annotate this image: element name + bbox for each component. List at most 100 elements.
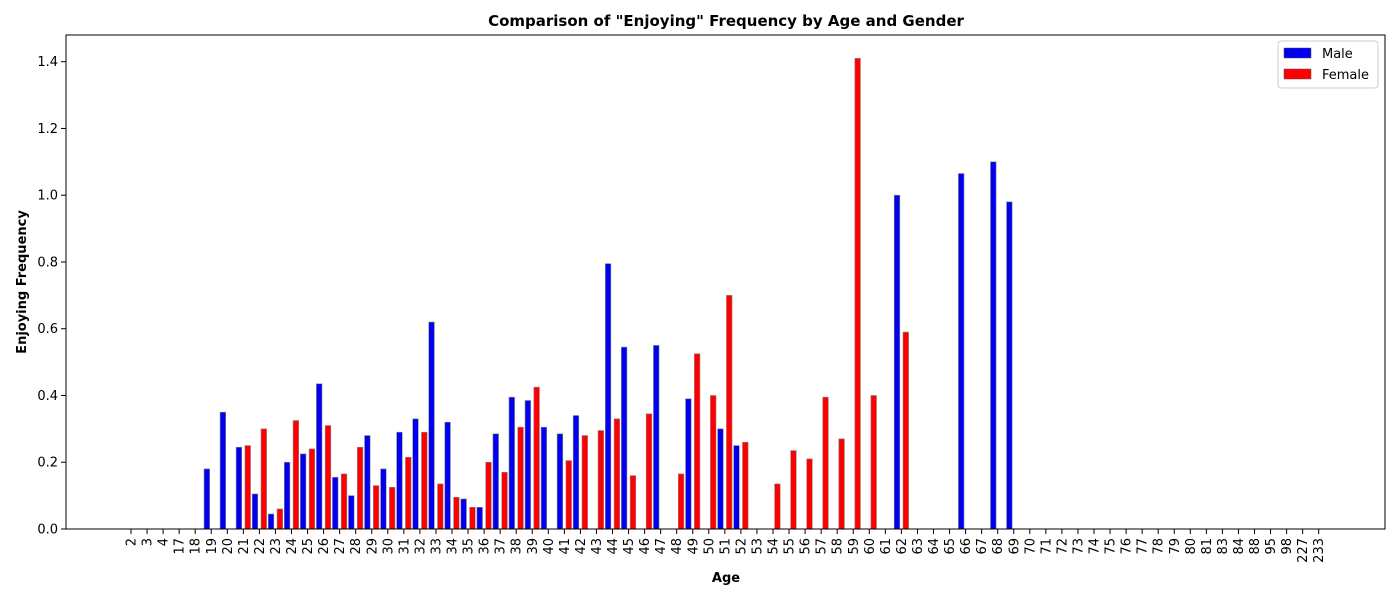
x-tick-label: 25 bbox=[301, 538, 316, 555]
x-tick-label: 62 bbox=[895, 538, 910, 555]
x-tick-label: 41 bbox=[558, 538, 573, 555]
male-bar-age-49 bbox=[685, 398, 692, 530]
male-bar-age-37 bbox=[492, 433, 499, 530]
male-bar-age-21 bbox=[235, 446, 243, 530]
x-tick-label: 22 bbox=[253, 538, 268, 555]
female-bar-age-22 bbox=[260, 428, 267, 530]
female-bar-age-31 bbox=[405, 456, 412, 530]
male-bar-age-23 bbox=[267, 513, 275, 530]
female-bar-age-43 bbox=[597, 430, 604, 530]
female-bar-age-36 bbox=[485, 461, 492, 530]
x-tick-label: 35 bbox=[462, 538, 477, 555]
male-bar-age-35 bbox=[460, 498, 467, 530]
female-bar-age-33 bbox=[437, 483, 444, 530]
y-tick-label: 0.6 bbox=[37, 322, 58, 337]
male-bar-age-27 bbox=[332, 476, 339, 530]
x-tick-label: 67 bbox=[975, 538, 990, 555]
female-bar-age-26 bbox=[324, 425, 332, 530]
male-bar-age-31 bbox=[396, 431, 403, 530]
x-tick-label: 60 bbox=[863, 538, 878, 555]
x-tick-label: 77 bbox=[1136, 538, 1151, 555]
x-tick-label: 73 bbox=[1071, 538, 1086, 555]
x-tick-label: 69 bbox=[1007, 538, 1022, 555]
x-tick-label: 34 bbox=[446, 538, 461, 555]
male-bar-age-22 bbox=[251, 493, 259, 530]
female-bar-age-25 bbox=[308, 448, 316, 530]
female-bar-age-50 bbox=[710, 395, 717, 530]
x-tick-label: 84 bbox=[1232, 538, 1247, 555]
x-tick-label: 78 bbox=[1152, 538, 1167, 555]
x-tick-label: 56 bbox=[799, 538, 814, 555]
y-axis: 0.0 0.2 0.4 0.6 0.8 1.0 1.2 1.4 bbox=[37, 55, 66, 538]
x-tick-label: 29 bbox=[365, 538, 380, 555]
x-tick-label: 79 bbox=[1168, 538, 1183, 555]
female-bar-age-24 bbox=[292, 420, 300, 530]
female-bar-age-27 bbox=[340, 473, 348, 530]
x-tick-label: 72 bbox=[1055, 538, 1070, 555]
male-bar-age-20 bbox=[219, 411, 227, 530]
x-tick-label: 83 bbox=[1216, 538, 1231, 555]
male-bar-age-34 bbox=[444, 421, 451, 530]
x-tick-label: 17 bbox=[173, 538, 188, 555]
x-tick-label: 26 bbox=[317, 538, 332, 555]
female-bar-age-44 bbox=[613, 418, 620, 530]
male-bar-age-29 bbox=[364, 435, 371, 530]
female-bar-age-28 bbox=[356, 446, 364, 530]
male-bar-age-24 bbox=[283, 461, 291, 530]
x-axis: 2 3 4 17 18 19 20 21 22 23 24 25 26 27 28 29 30 31 32 33 34 3… bbox=[125, 529, 1327, 563]
x-tick-label: 38 bbox=[510, 538, 525, 555]
male-bar-age-39 bbox=[524, 400, 531, 530]
x-tick-label: 55 bbox=[783, 538, 798, 555]
y-tick-label: 0.0 bbox=[37, 523, 58, 538]
female-bar-age-51 bbox=[726, 295, 733, 530]
x-axis-label: Age bbox=[712, 571, 740, 586]
female-bar-age-54 bbox=[774, 483, 781, 530]
y-axis-label: Enjoying Frequency bbox=[15, 210, 30, 354]
x-tick-label: 37 bbox=[494, 538, 509, 555]
x-tick-label: 24 bbox=[285, 538, 300, 555]
x-tick-label: 19 bbox=[205, 538, 220, 555]
x-tick-label: 31 bbox=[397, 538, 412, 555]
male-bar-age-41 bbox=[556, 433, 564, 530]
x-tick-label: 233 bbox=[1312, 538, 1327, 563]
female-bar-age-59 bbox=[854, 58, 861, 530]
x-tick-label: 80 bbox=[1184, 538, 1199, 555]
female-bar-age-49 bbox=[694, 353, 701, 530]
x-tick-label: 53 bbox=[750, 538, 765, 555]
y-tick-label: 1.0 bbox=[37, 189, 58, 204]
male-bar-age-26 bbox=[316, 383, 323, 530]
x-tick-label: 18 bbox=[189, 538, 204, 555]
female-bar-age-58 bbox=[838, 438, 845, 530]
male-bar-age-19 bbox=[203, 468, 210, 530]
x-tick-label: 32 bbox=[413, 538, 428, 555]
x-tick-label: 59 bbox=[847, 538, 862, 555]
legend-female-swatch bbox=[1283, 68, 1312, 80]
female-bar-age-48 bbox=[677, 473, 685, 530]
male-bar-age-51 bbox=[717, 428, 724, 530]
male-bar-age-36 bbox=[476, 507, 483, 530]
x-tick-label: 68 bbox=[991, 538, 1006, 555]
x-tick-label: 47 bbox=[654, 538, 669, 555]
legend-female-label: Female bbox=[1322, 68, 1369, 83]
x-tick-label: 2 bbox=[125, 538, 140, 546]
female-bar-age-38 bbox=[517, 426, 524, 530]
female-bar-age-62 bbox=[902, 331, 909, 530]
plot-frame bbox=[65, 34, 1386, 530]
x-tick-label: 75 bbox=[1104, 538, 1119, 555]
x-tick-label: 39 bbox=[526, 538, 541, 555]
x-tick-label: 21 bbox=[237, 538, 252, 555]
x-tick-label: 95 bbox=[1264, 538, 1279, 555]
male-bar-age-32 bbox=[412, 418, 419, 530]
x-tick-label: 52 bbox=[734, 538, 749, 555]
chart-title: Comparison of "Enjoying" Frequency by Ag… bbox=[488, 12, 964, 30]
female-bar-age-45 bbox=[629, 475, 637, 530]
female-bar-age-41 bbox=[565, 460, 572, 530]
x-tick-label: 48 bbox=[670, 538, 685, 555]
y-tick-label: 1.4 bbox=[37, 55, 58, 70]
x-tick-label: 54 bbox=[767, 538, 782, 555]
y-tick-label: 1.2 bbox=[37, 122, 58, 137]
male-bar-age-52 bbox=[733, 445, 740, 530]
x-tick-label: 43 bbox=[590, 538, 605, 555]
female-bar-age-34 bbox=[453, 496, 460, 530]
